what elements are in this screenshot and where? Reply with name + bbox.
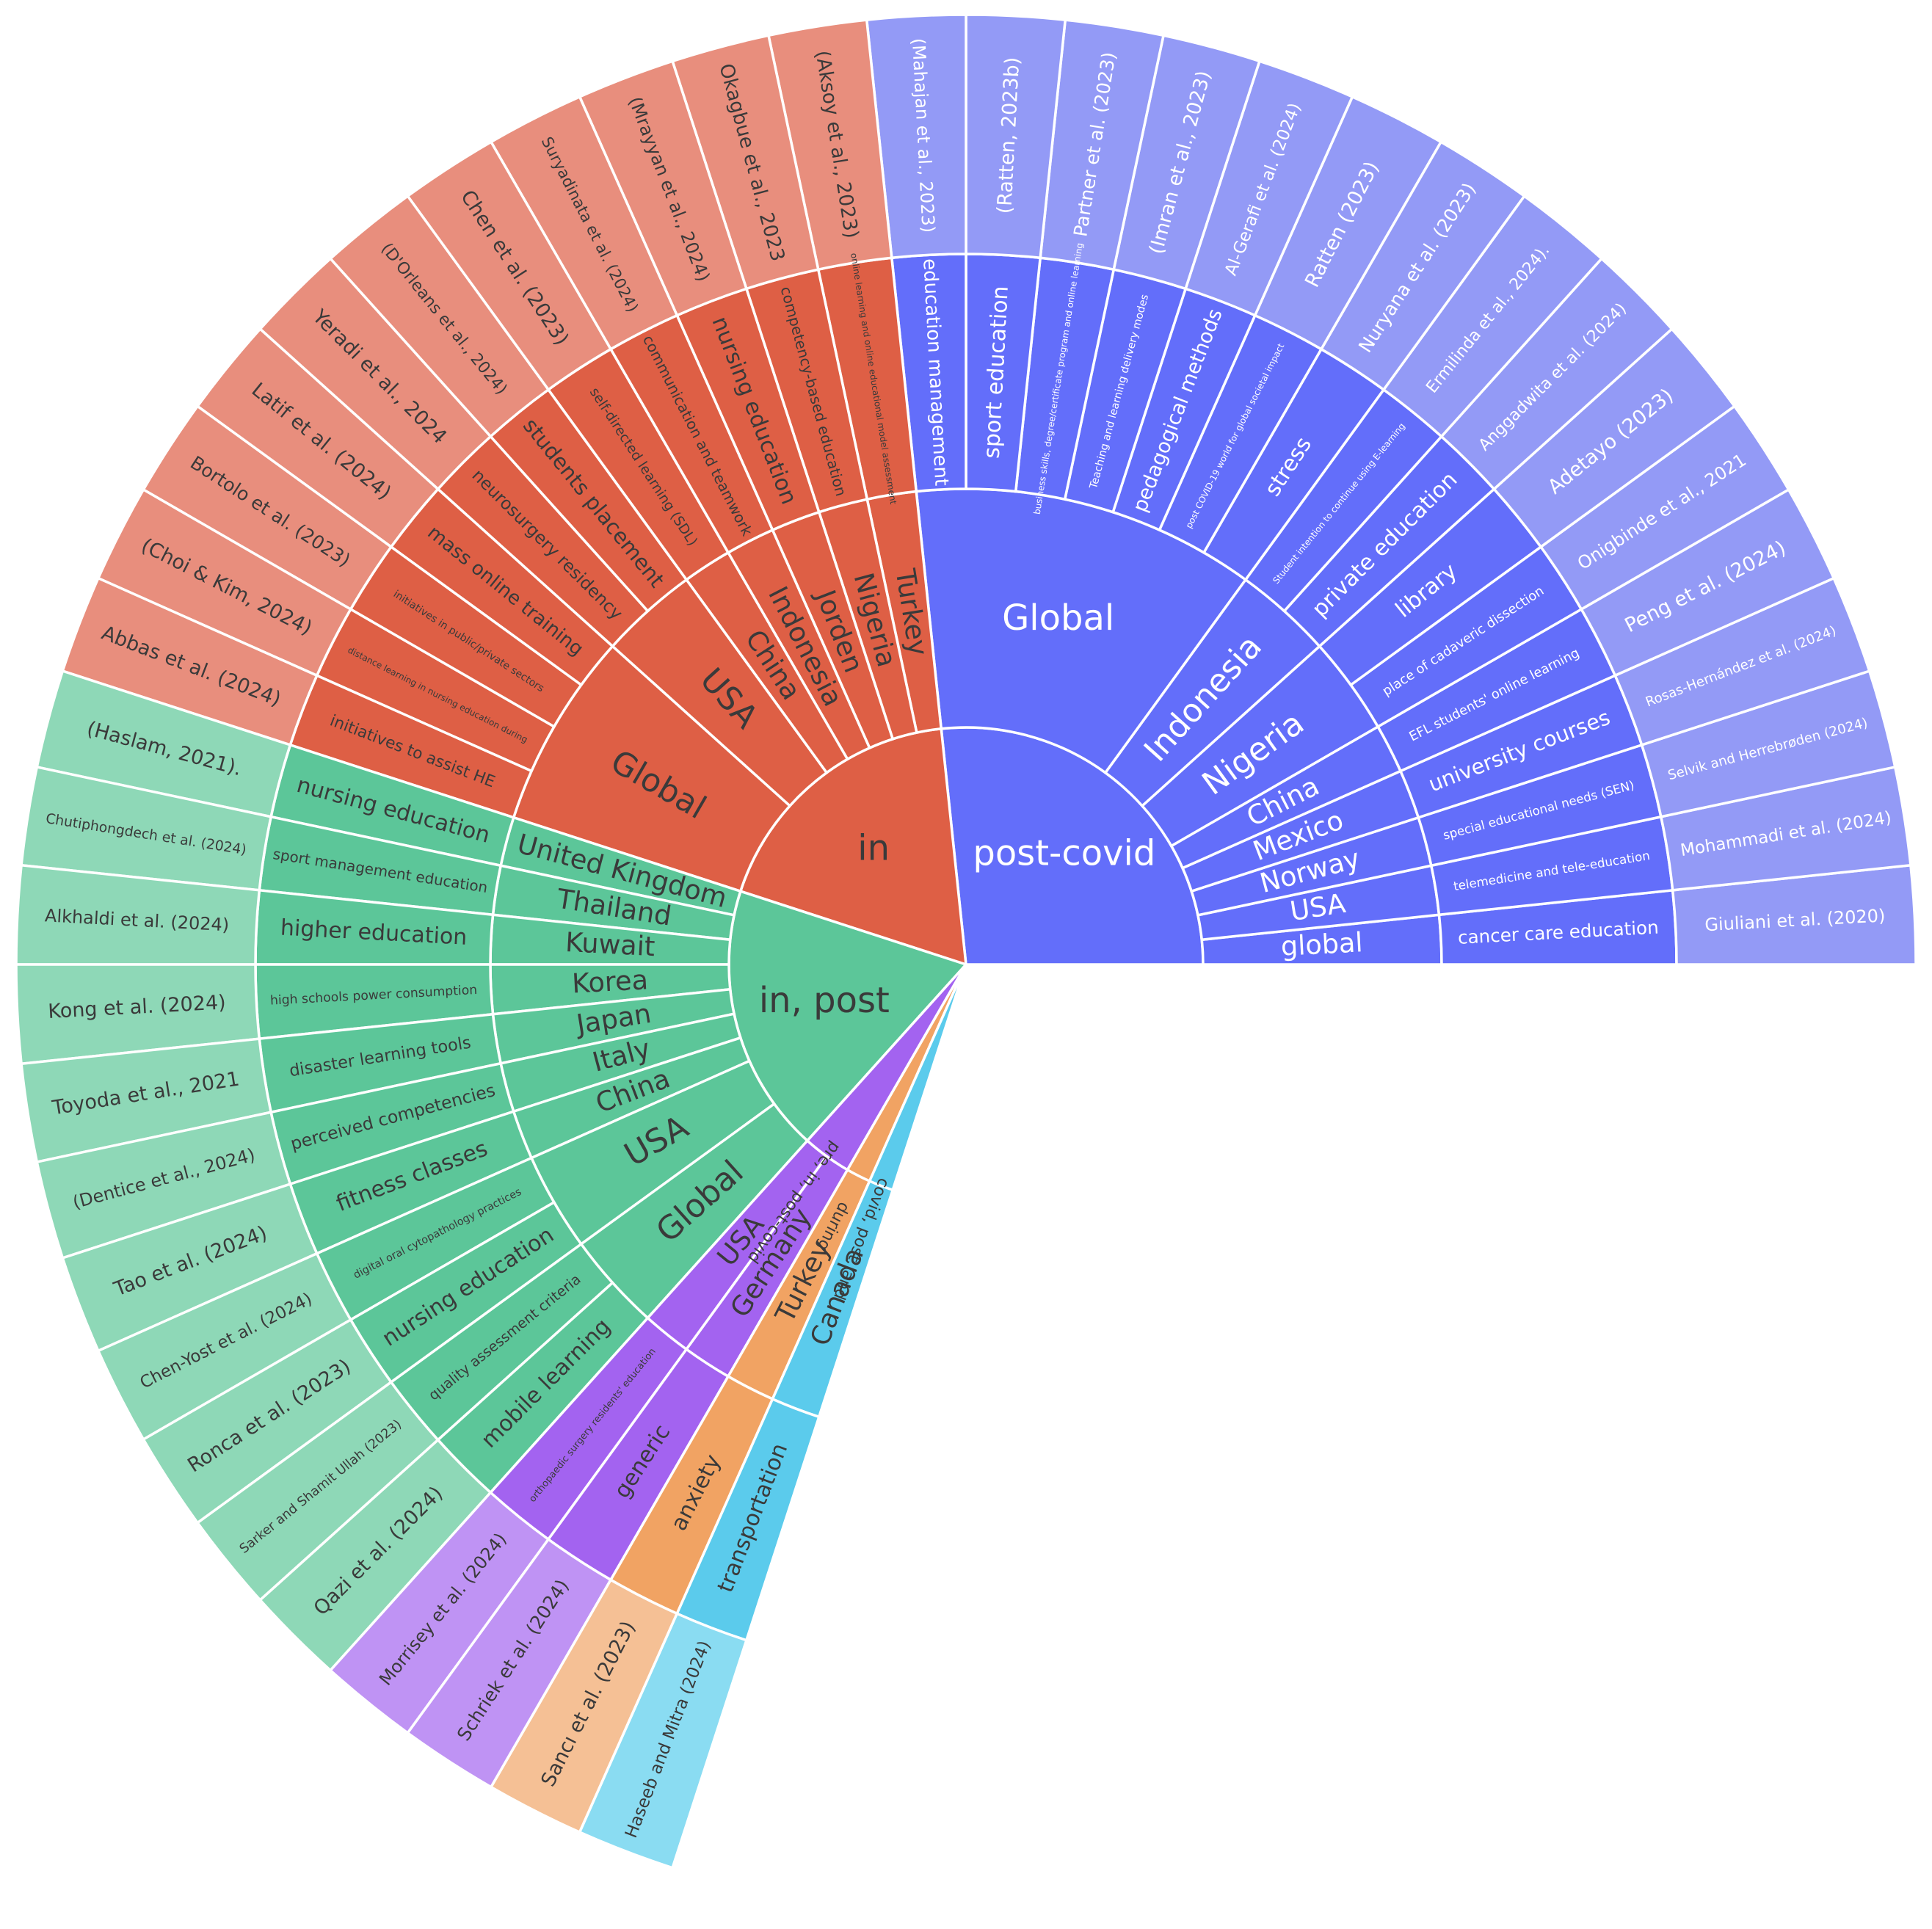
wedge-covid-post-and-haseeb-and-mitra-2024[interactable] (578, 1611, 749, 1870)
sunburst-wedges (15, 13, 1917, 1870)
